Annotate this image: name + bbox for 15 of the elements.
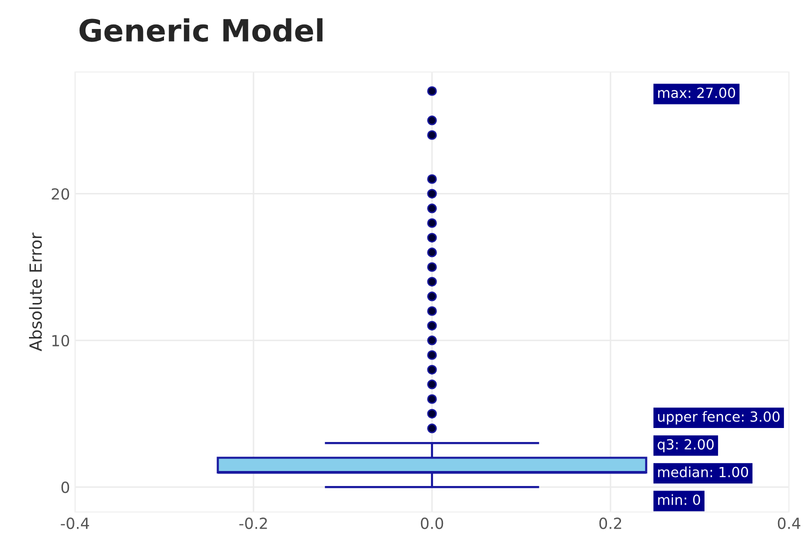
text: 0.0: [420, 518, 444, 530]
y-tick-label: 10: [52, 334, 70, 346]
annotation: min: 0: [658, 494, 700, 506]
text: -0.2: [239, 518, 267, 530]
text: 0.4: [778, 518, 800, 530]
y-axis-title: Absolute Error: [29, 232, 42, 352]
annotation: q3: 2.00: [658, 439, 714, 452]
y-tick-label: 20: [52, 188, 70, 200]
text: 0.2: [599, 518, 622, 530]
chart-title: Generic Model: [80, 18, 322, 42]
text: -0.4: [60, 518, 90, 530]
annotation: max: 27.00: [658, 88, 736, 98]
y-tick-label: 0: [61, 482, 70, 494]
annotation: median: 1.00: [658, 466, 748, 478]
annotation: upper fence: 3.00: [658, 411, 780, 425]
